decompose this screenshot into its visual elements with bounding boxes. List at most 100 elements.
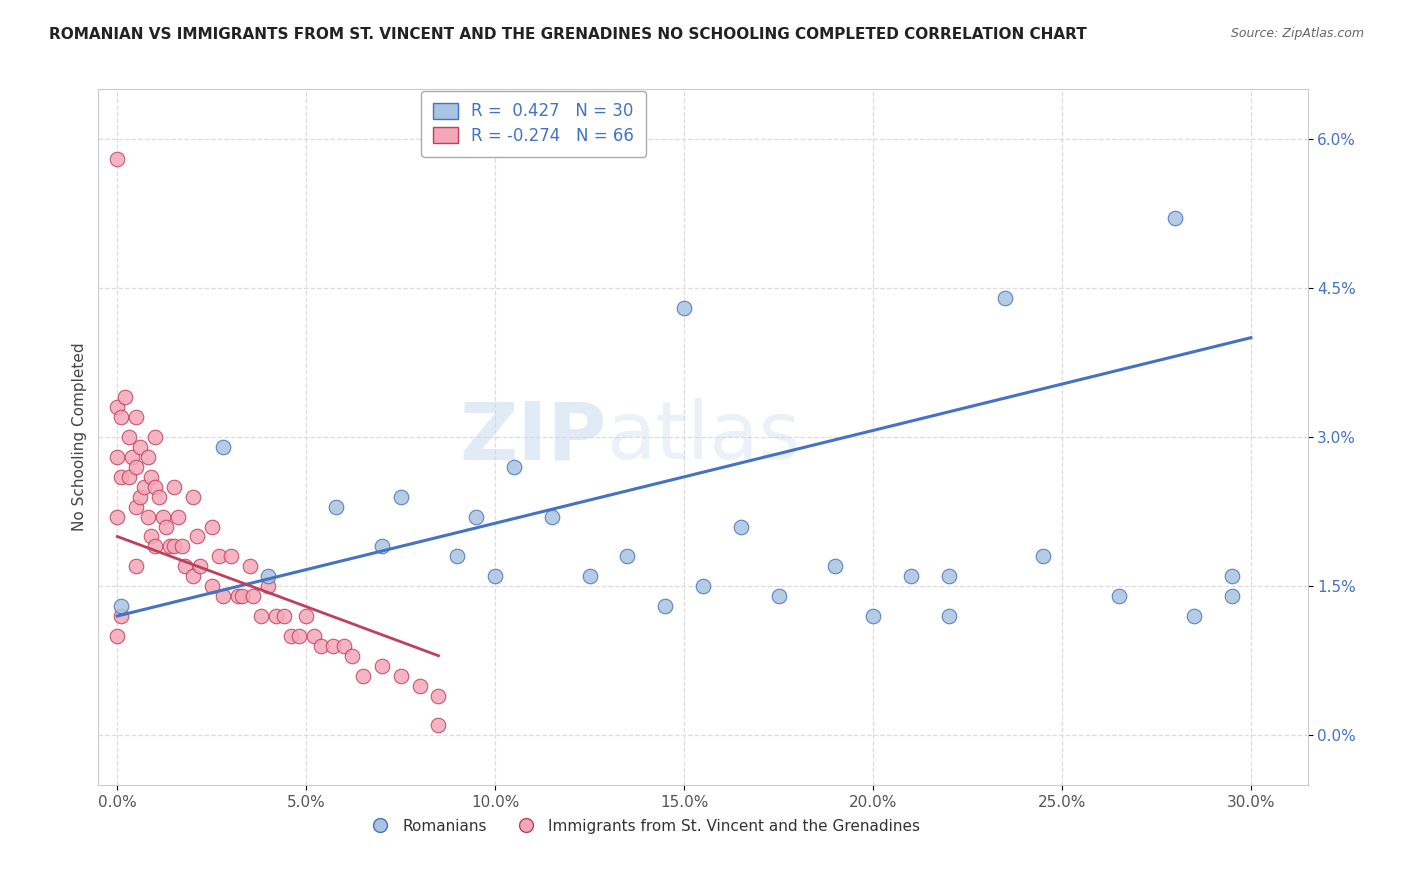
Point: [280, 629, 302, 643]
Point: [208, 549, 231, 564]
Point: [503, 459, 526, 474]
Point: [152, 509, 174, 524]
Point: [616, 549, 638, 564]
Point: [155, 519, 177, 533]
Point: [114, 390, 136, 404]
Point: [170, 540, 193, 554]
Point: [129, 440, 152, 454]
Point: [465, 509, 488, 524]
Point: [302, 629, 325, 643]
Point: [125, 410, 148, 425]
Point: [110, 599, 132, 613]
Point: [427, 718, 450, 732]
Point: [118, 470, 141, 484]
Point: [408, 679, 430, 693]
Point: [186, 529, 208, 543]
Point: [1164, 211, 1187, 226]
Point: [231, 589, 253, 603]
Point: [125, 459, 148, 474]
Point: [325, 500, 347, 514]
Point: [105, 401, 128, 415]
Point: [181, 490, 204, 504]
Point: [136, 450, 159, 464]
Point: [110, 609, 132, 624]
Point: [311, 639, 333, 653]
Point: [427, 689, 450, 703]
Point: [125, 500, 148, 514]
Text: atlas: atlas: [606, 398, 800, 476]
Point: [371, 658, 394, 673]
Point: [143, 540, 166, 554]
Point: [201, 579, 224, 593]
Point: [938, 609, 960, 624]
Point: [212, 440, 235, 454]
Point: [824, 559, 846, 574]
Point: [239, 559, 262, 574]
Text: ZIP: ZIP: [458, 398, 606, 476]
Point: [257, 579, 280, 593]
Point: [1182, 609, 1205, 624]
Point: [287, 629, 309, 643]
Point: [322, 639, 344, 653]
Point: [163, 480, 186, 494]
Point: [174, 559, 197, 574]
Text: ROMANIAN VS IMMIGRANTS FROM ST. VINCENT AND THE GRENADINES NO SCHOOLING COMPLETE: ROMANIAN VS IMMIGRANTS FROM ST. VINCENT …: [49, 27, 1087, 42]
Point: [143, 430, 166, 444]
Point: [900, 569, 922, 583]
Point: [129, 490, 152, 504]
Point: [121, 450, 143, 464]
Point: [242, 589, 264, 603]
Point: [118, 430, 141, 444]
Point: [201, 519, 224, 533]
Point: [862, 609, 884, 624]
Point: [250, 609, 273, 624]
Point: [295, 609, 318, 624]
Point: [110, 410, 132, 425]
Point: [540, 509, 562, 524]
Point: [730, 519, 752, 533]
Point: [105, 450, 128, 464]
Point: [257, 569, 280, 583]
Point: [389, 490, 412, 504]
Point: [166, 509, 188, 524]
Point: [1108, 589, 1130, 603]
Point: [226, 589, 249, 603]
Point: [578, 569, 600, 583]
Point: [148, 490, 170, 504]
Point: [273, 609, 295, 624]
Point: [163, 540, 186, 554]
Point: [1220, 589, 1243, 603]
Point: [938, 569, 960, 583]
Point: [673, 301, 696, 315]
Point: [110, 470, 132, 484]
Point: [768, 589, 790, 603]
Point: [654, 599, 676, 613]
Point: [446, 549, 468, 564]
Point: [181, 569, 204, 583]
Point: [264, 609, 287, 624]
Point: [125, 559, 148, 574]
Point: [212, 589, 235, 603]
Point: [389, 668, 412, 682]
Point: [190, 559, 212, 574]
Point: [219, 549, 242, 564]
Point: [692, 579, 714, 593]
Point: [132, 480, 155, 494]
Point: [143, 480, 166, 494]
Point: [1220, 569, 1243, 583]
Point: [105, 152, 128, 166]
Point: [136, 509, 159, 524]
Point: [994, 291, 1017, 305]
Point: [141, 529, 163, 543]
Point: [141, 470, 163, 484]
Legend: Romanians, Immigrants from St. Vincent and the Grenadines: Romanians, Immigrants from St. Vincent a…: [359, 813, 927, 840]
Y-axis label: No Schooling Completed: No Schooling Completed: [72, 343, 87, 532]
Point: [371, 540, 394, 554]
Point: [340, 648, 363, 663]
Point: [352, 668, 374, 682]
Point: [105, 629, 128, 643]
Point: [105, 509, 128, 524]
Point: [484, 569, 506, 583]
Point: [1032, 549, 1054, 564]
Point: [333, 639, 356, 653]
